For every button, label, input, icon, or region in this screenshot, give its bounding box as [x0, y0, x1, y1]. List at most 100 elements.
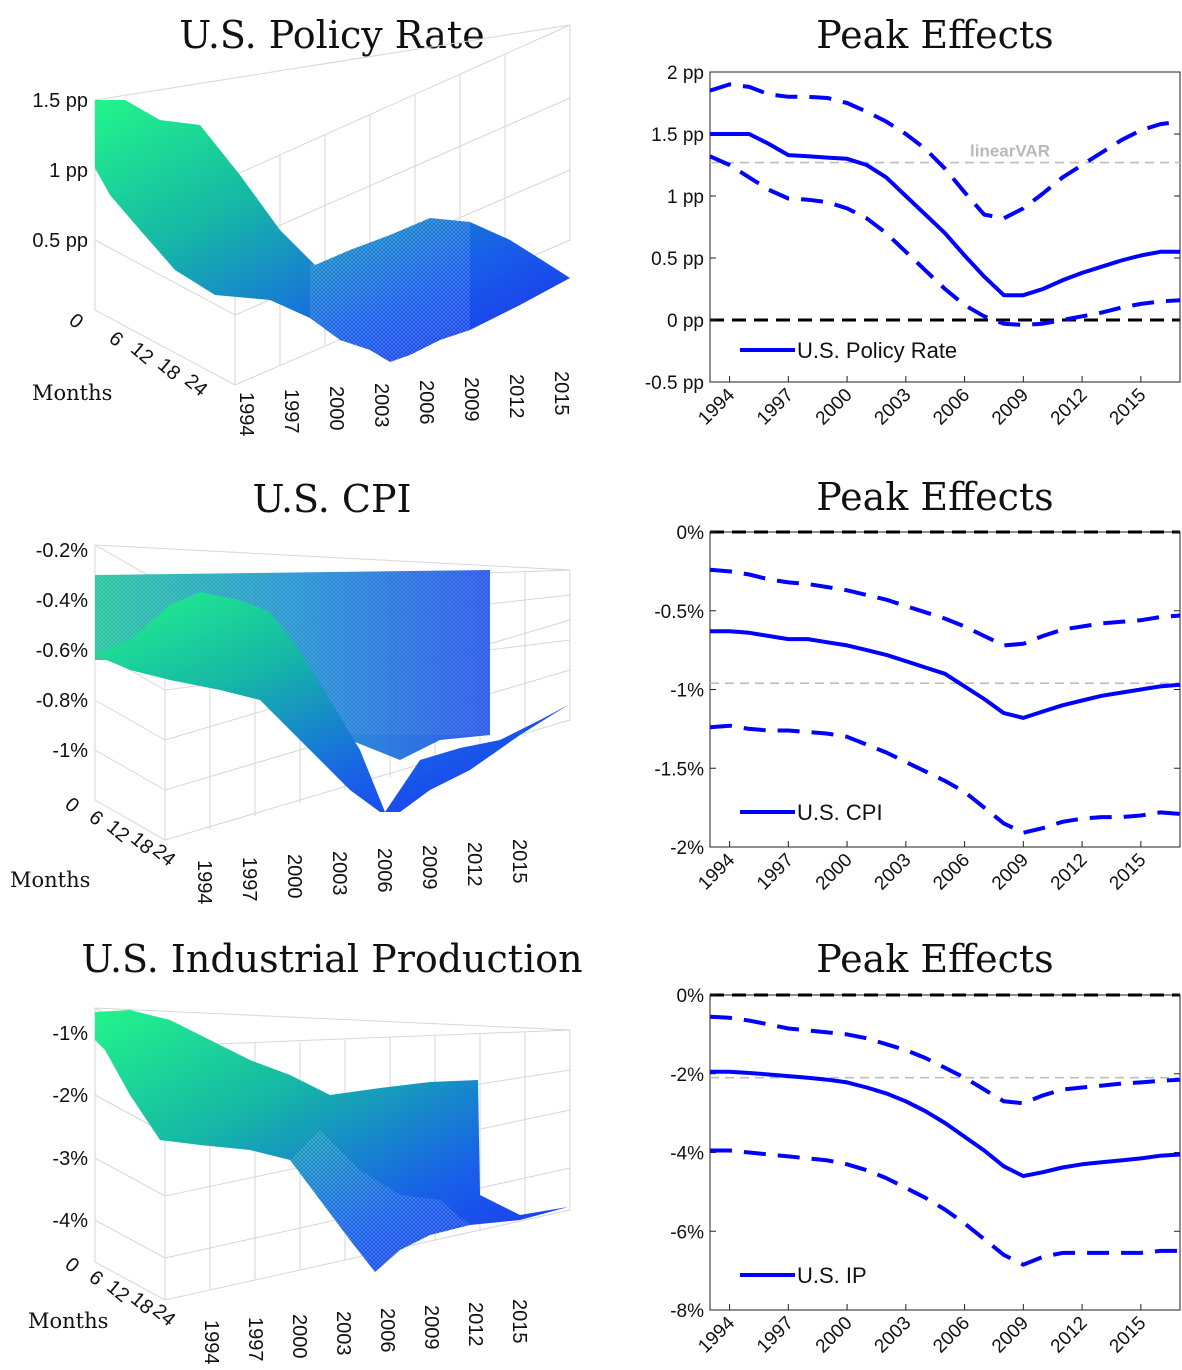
months-label: Months	[10, 868, 90, 892]
y-tick-label: 0%	[677, 523, 705, 544]
y-tick-label: -6%	[670, 1222, 704, 1243]
surface-plot-cpi: U.S. CPI -1% -0.8% -0.6% -0.4% -0.2% 0612182…	[10, 477, 571, 905]
x-tick-label: 1994	[193, 860, 215, 905]
x-tick-label: 2006	[373, 848, 395, 893]
legend-label: U.S. Policy Rate	[797, 338, 957, 363]
x-tick-label: 2015	[508, 1299, 530, 1344]
y-tick-label: 24	[180, 370, 211, 401]
x-tick-label: 2009	[988, 1313, 1033, 1358]
x-tick-label: 2006	[415, 380, 437, 425]
y-tick-label: 1.5 pp	[651, 125, 704, 146]
x-tick-label: 2000	[812, 850, 857, 895]
z-tick-label: -3%	[52, 1148, 88, 1170]
x-tick-label: 2015	[1106, 385, 1151, 430]
x-tick-label: 2012	[464, 1302, 486, 1347]
x-tick-label: 2012	[1047, 850, 1092, 895]
z-tick-label: -0.4%	[36, 590, 88, 612]
x-tick-label: 2015	[508, 839, 530, 884]
y-tick-label: 0 pp	[667, 311, 704, 332]
y-tick-label: 6	[85, 1266, 108, 1290]
y-tick-label: 0	[61, 793, 84, 817]
plot-frame	[709, 994, 1181, 1311]
y-tick-label: 6	[85, 806, 108, 830]
x-tick-label: 2000	[812, 1313, 857, 1358]
x-tick-label: 2000	[812, 385, 857, 430]
chart-title: Peak Effects	[816, 937, 1053, 981]
x-tick-label: 2012	[463, 842, 485, 887]
x-tick-label: 2009	[418, 845, 440, 890]
x-tick-label: 1994	[235, 392, 257, 437]
x-tick-label: 1997	[244, 1317, 266, 1362]
x-tick-label: 2006	[929, 850, 974, 895]
y-tick-label: 0	[65, 309, 88, 333]
surface-x-ticks: 1994 1997 2000 2003 2006 2009 2012 2015	[235, 371, 572, 437]
y-tick-label: -2%	[670, 838, 704, 859]
y-tick-label: -0.5 pp	[645, 373, 704, 394]
chart-title: U.S. CPI	[252, 477, 411, 521]
y-tick-label: 6	[105, 327, 128, 351]
x-tick-label: 2006	[376, 1308, 398, 1353]
x-tick-label: 2003	[871, 850, 916, 895]
x-tick-label: 2015	[1106, 1313, 1151, 1358]
line-plot-peak-effects-policy-rate: Peak Effects linearVAR -0.5 pp 0 pp 0.5 pp 1 …	[645, 13, 1181, 430]
x-tick-label: 1997	[280, 389, 302, 434]
confidence-band-line	[709, 567, 1181, 648]
x-tick-label: 2015	[1106, 850, 1151, 895]
x-tick-label: 2003	[328, 851, 350, 896]
x-tick-label: 2012	[1047, 385, 1092, 430]
confidence-band-line	[709, 1014, 1181, 1106]
x-tick-label: 2009	[420, 1305, 442, 1350]
x-tick-label: 2003	[370, 383, 392, 428]
z-tick-label: -0.8%	[36, 690, 88, 712]
line-plot-peak-effects-ip: Peak Effects-8%-6%-4%-2%0%1994 1997 2000 20…	[670, 937, 1181, 1358]
confidence-band-line	[710, 1148, 1180, 1267]
legend-label: U.S. IP	[797, 1263, 867, 1288]
surface-plot-policy-rate: U.S. Policy Rate 0.5 pp 1 pp 1.5 pp 06 1218…	[32, 13, 572, 437]
z-tick-label: -2%	[52, 1085, 88, 1107]
x-tick-label: 2012	[1047, 1313, 1092, 1358]
z-tick-label: 1.5 pp	[32, 90, 88, 112]
x-tick-label: 2009	[988, 385, 1033, 430]
y-tick-label: 2 pp	[667, 63, 704, 84]
x-tick-label: 1997	[753, 850, 798, 895]
surface-z-ticks: 0.5 pp 1 pp 1.5 pp	[32, 90, 88, 252]
series-line	[710, 1069, 1181, 1179]
x-tick-label: 2009	[988, 850, 1033, 895]
confidence-band-line	[709, 82, 1181, 221]
months-label: Months	[28, 1309, 108, 1333]
y-tick-label: -0.5%	[654, 602, 704, 623]
z-tick-label: -4%	[52, 1210, 88, 1232]
surface-plot-industrial-production: U.S. Industrial Production -4%-3%-2%-1% …	[28, 937, 583, 1365]
x-tick-label: 2003	[871, 385, 916, 430]
chart-title: U.S. Industrial Production	[81, 937, 582, 981]
y-tick-label: 18	[153, 354, 184, 385]
confidence-band-line	[709, 154, 1181, 327]
y-tick-label: 0	[61, 1253, 84, 1277]
x-tick-label: 1997	[238, 857, 260, 902]
chart-title: Peak Effects	[816, 475, 1053, 519]
z-tick-label: -0.2%	[36, 540, 88, 562]
surface-fill	[95, 1010, 568, 1272]
y-tick-label: 0%	[677, 986, 705, 1007]
y-tick-label: -1%	[670, 681, 704, 702]
series-line	[710, 629, 1181, 720]
x-tick-label: 2003	[332, 1311, 354, 1356]
z-tick-label: -1%	[52, 740, 88, 762]
y-tick-label: -8%	[670, 1301, 704, 1322]
chart-title: Peak Effects	[816, 13, 1053, 57]
x-tick-label: 1997	[753, 1313, 798, 1358]
y-tick-label: 0.5 pp	[651, 249, 704, 270]
reference-line-label: linearVAR	[970, 142, 1050, 161]
y-tick-label: -4%	[670, 1144, 704, 1165]
months-label: Months	[32, 381, 112, 405]
y-tick-label: 1 pp	[667, 187, 704, 208]
y-tick-label: 12	[126, 338, 157, 369]
x-tick-label: 2000	[288, 1314, 310, 1359]
y-tick-label: -1.5%	[654, 759, 704, 780]
x-tick-label: 2015	[550, 371, 572, 416]
confidence-band-line	[709, 723, 1181, 835]
z-tick-label: -0.6%	[36, 640, 88, 662]
legend-label: U.S. CPI	[797, 800, 883, 825]
surface-z-ticks: -4% -3% -2% -1%	[52, 1023, 88, 1232]
